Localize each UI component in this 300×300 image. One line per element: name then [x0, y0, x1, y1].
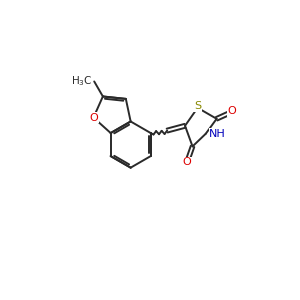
Text: O: O	[89, 112, 98, 123]
Text: H$_3$C: H$_3$C	[71, 75, 93, 88]
Text: O: O	[182, 158, 191, 167]
Text: NH: NH	[209, 129, 226, 139]
Text: O: O	[228, 106, 236, 116]
Text: S: S	[194, 101, 201, 111]
